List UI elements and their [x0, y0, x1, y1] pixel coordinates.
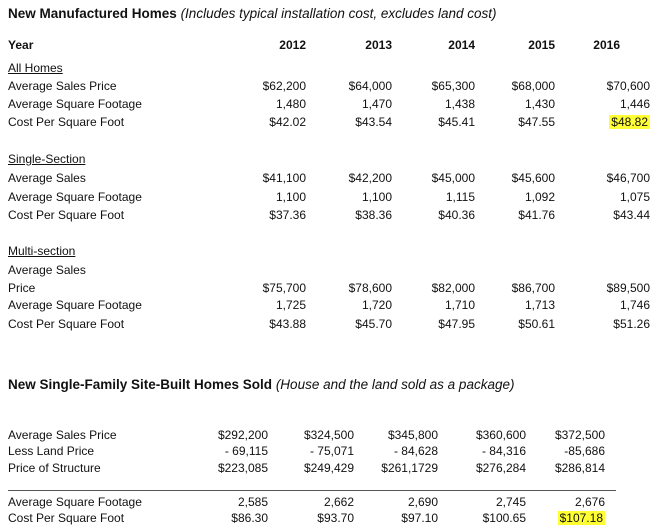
cell: - 75,071	[309, 444, 354, 458]
cell: $62,200	[262, 79, 306, 93]
cell: $249,429	[303, 461, 354, 475]
cell: $45,600	[511, 171, 555, 185]
year-2015-header: 2015	[528, 38, 555, 52]
cell: 1,720	[361, 298, 392, 312]
cell: $86.30	[231, 511, 268, 525]
section-single-section: Single-Section	[8, 152, 86, 166]
cell: 1,092	[524, 190, 555, 204]
row-label: Cost Per Square Foot	[8, 208, 125, 222]
row-label: Average Square Footage	[8, 97, 142, 111]
cell: $360,600	[475, 428, 526, 442]
row-label: Average Sales Price	[8, 79, 117, 93]
cell: 2,662	[323, 495, 354, 509]
cell: $324,500	[303, 428, 354, 442]
cell: $50.61	[518, 317, 555, 331]
highlighted-cell: $48.82	[609, 115, 650, 129]
highlighted-cell: $107.18	[557, 511, 605, 525]
year-header: Year	[8, 38, 34, 52]
cell: $82,000	[431, 281, 475, 295]
year-2014-header: 2014	[448, 38, 475, 52]
cell: $292,200	[217, 428, 268, 442]
row-label: Cost Per Square Foot	[8, 115, 125, 129]
cell: $75,700	[262, 281, 306, 295]
cell: - 84,628	[393, 444, 438, 458]
cell: - 84,316	[481, 444, 526, 458]
cell: $97.10	[401, 511, 438, 525]
cell: 2,585	[237, 495, 268, 509]
cell: 1,470	[361, 97, 392, 111]
cell: $38.36	[355, 208, 392, 222]
section-all-homes: All Homes	[8, 61, 63, 75]
row-label: Cost Per Square Foot	[8, 511, 125, 525]
cell: $43.44	[613, 208, 650, 222]
cell: 1,725	[275, 298, 306, 312]
row-label: Cost Per Square Foot	[8, 317, 125, 331]
row-label: Average Sales	[8, 263, 86, 277]
cell: $42.02	[269, 115, 306, 129]
row-label: Price	[8, 281, 36, 295]
cell: $78,600	[348, 281, 392, 295]
cell: $45.41	[438, 115, 475, 129]
cell: $276,284	[475, 461, 526, 475]
cell: -85,686	[564, 444, 605, 458]
row-label: Average Square Footage	[8, 190, 142, 204]
cell: - 69,115	[224, 444, 268, 458]
cell: 1,115	[445, 190, 475, 204]
cell: $345,800	[387, 428, 438, 442]
cell: $45.70	[355, 317, 392, 331]
divider	[8, 490, 616, 491]
cell: 1,438	[444, 97, 475, 111]
cell: 2,745	[495, 495, 526, 509]
cell: $93.70	[317, 511, 354, 525]
row-label: Average Square Footage	[8, 298, 142, 312]
row-label: Average Sales Price	[8, 428, 117, 442]
cell: $86,700	[511, 281, 555, 295]
cell: $41.76	[518, 208, 555, 222]
cell: 1,480	[275, 97, 306, 111]
cell: 1,710	[444, 298, 475, 312]
year-2016-header: 2016	[593, 38, 620, 52]
cell: 2,690	[407, 495, 438, 509]
manufactured-homes-title: New Manufactured Homes (Includes typical…	[8, 6, 497, 21]
cell: $286,814	[554, 461, 605, 475]
cell: $68,000	[511, 79, 555, 93]
cell: $45,000	[431, 171, 475, 185]
cell: $64,000	[348, 79, 392, 93]
cell: $46,700	[606, 171, 650, 185]
cell: $100.65	[482, 511, 526, 525]
cell: $41,100	[262, 171, 306, 185]
cell: 1,430	[524, 97, 555, 111]
row-label: Less Land Price	[8, 444, 95, 458]
section-multi-section: Multi-section	[8, 244, 76, 258]
cell: $43.88	[269, 317, 306, 331]
year-2012-header: 2012	[279, 38, 306, 52]
cell: $40.36	[438, 208, 475, 222]
row-label: Average Sales	[8, 171, 86, 185]
cell: $70,600	[606, 79, 650, 93]
cell: $47.55	[518, 115, 555, 129]
cell: 1,075	[619, 190, 650, 204]
cell: $372,500	[554, 428, 605, 442]
cell: 1,746	[619, 298, 650, 312]
cell: $261,1729	[381, 461, 438, 475]
cell: 1,100	[361, 190, 392, 204]
cell: $47.95	[438, 317, 475, 331]
cell: $51.26	[613, 317, 650, 331]
row-label: Price of Structure	[8, 461, 101, 475]
cell: $223,085	[217, 461, 268, 475]
cell: $37.36	[269, 208, 306, 222]
cell: $89,500	[606, 281, 650, 295]
site-built-homes-title: New Single-Family Site-Built Homes Sold …	[8, 377, 515, 392]
cell: $43.54	[355, 115, 392, 129]
cell: 1,100	[275, 190, 306, 204]
cell: 1,713	[524, 298, 555, 312]
cell: 2,676	[574, 495, 605, 509]
cell: $65,300	[431, 79, 475, 93]
cell: 1,446	[619, 97, 650, 111]
year-2013-header: 2013	[365, 38, 392, 52]
cell: $42,200	[348, 171, 392, 185]
row-label: Average Square Footage	[8, 495, 142, 509]
